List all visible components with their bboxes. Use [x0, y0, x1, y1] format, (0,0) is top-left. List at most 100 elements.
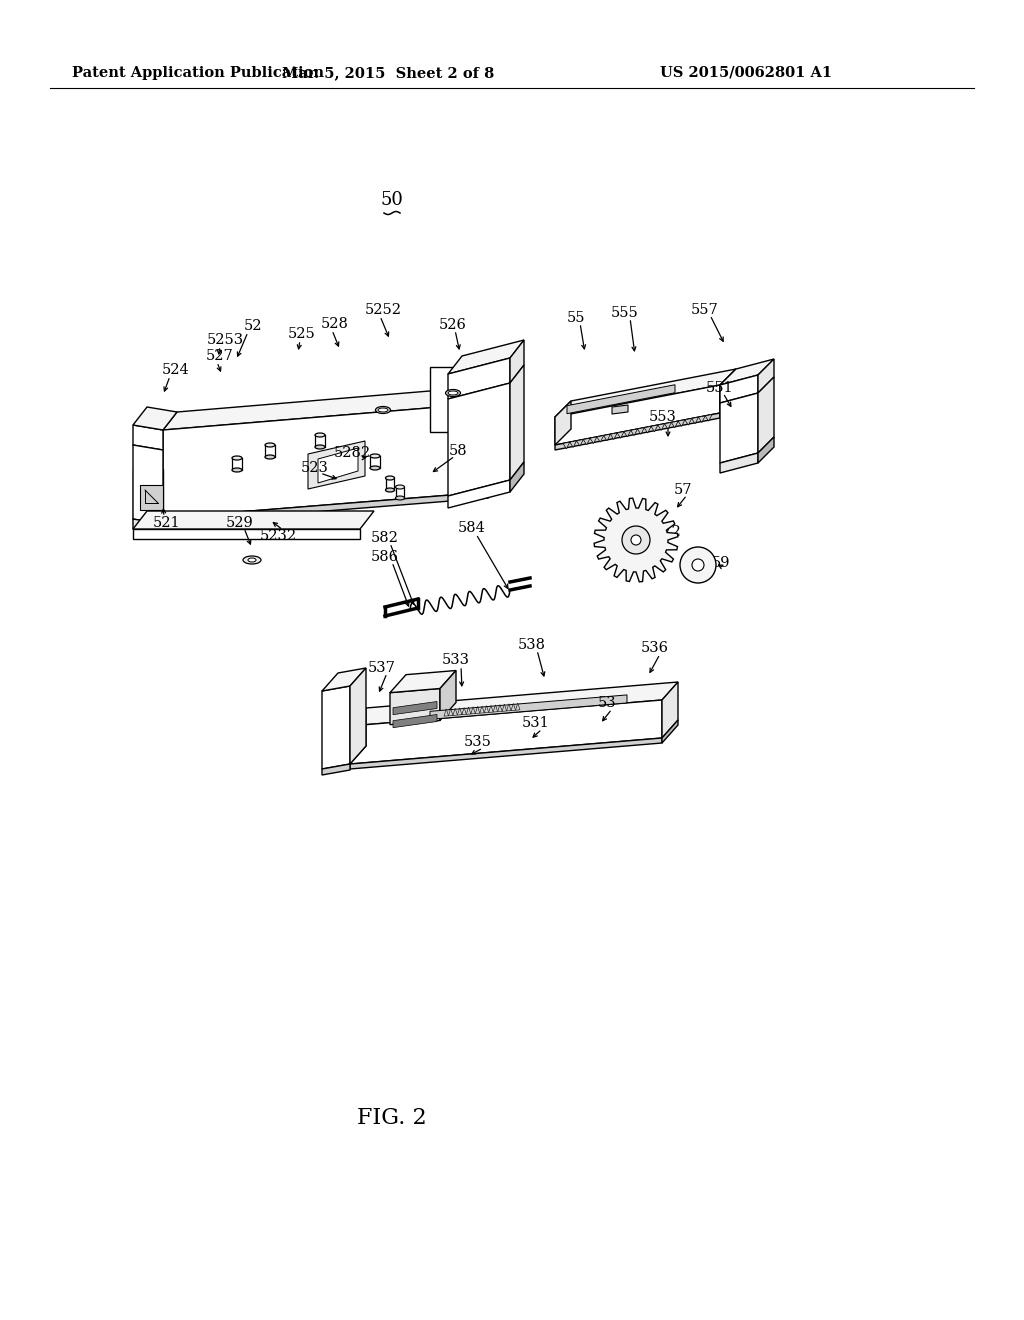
Polygon shape — [462, 708, 466, 714]
Polygon shape — [133, 519, 163, 535]
Polygon shape — [720, 397, 736, 418]
Ellipse shape — [395, 484, 404, 488]
Ellipse shape — [378, 408, 388, 412]
Text: 53: 53 — [598, 696, 616, 710]
Polygon shape — [494, 705, 498, 711]
Polygon shape — [458, 708, 462, 715]
Text: 55: 55 — [566, 312, 586, 325]
Text: 524: 524 — [162, 363, 189, 378]
Polygon shape — [624, 430, 631, 437]
Text: 529: 529 — [226, 516, 254, 531]
Text: 537: 537 — [368, 661, 396, 675]
Text: 523: 523 — [301, 461, 329, 475]
Polygon shape — [603, 434, 610, 441]
Text: 5252: 5252 — [365, 304, 401, 317]
Polygon shape — [449, 341, 524, 374]
Polygon shape — [133, 407, 177, 430]
Polygon shape — [758, 437, 774, 463]
Ellipse shape — [265, 455, 275, 459]
Polygon shape — [706, 414, 712, 421]
Text: 582: 582 — [371, 531, 399, 545]
Polygon shape — [584, 438, 590, 445]
Polygon shape — [488, 385, 502, 492]
Polygon shape — [393, 701, 437, 714]
Text: Mar. 5, 2015  Sheet 2 of 8: Mar. 5, 2015 Sheet 2 of 8 — [282, 66, 495, 81]
Polygon shape — [678, 420, 685, 426]
Polygon shape — [140, 484, 163, 510]
Ellipse shape — [243, 556, 261, 564]
Polygon shape — [511, 704, 515, 710]
Text: 586: 586 — [371, 550, 399, 564]
Polygon shape — [698, 416, 706, 422]
Polygon shape — [308, 441, 365, 488]
Polygon shape — [498, 705, 502, 711]
Text: 528: 528 — [322, 317, 349, 331]
Text: 57: 57 — [674, 483, 692, 498]
Polygon shape — [449, 383, 510, 496]
Text: 584: 584 — [458, 521, 486, 535]
Polygon shape — [350, 738, 662, 770]
Text: Patent Application Publication: Patent Application Publication — [72, 66, 324, 81]
Polygon shape — [466, 708, 471, 714]
Polygon shape — [594, 498, 678, 582]
Text: 538: 538 — [518, 638, 546, 652]
Polygon shape — [610, 433, 617, 440]
Polygon shape — [644, 426, 651, 433]
Polygon shape — [691, 417, 698, 424]
Polygon shape — [662, 719, 678, 743]
Text: 531: 531 — [522, 715, 550, 730]
Polygon shape — [488, 705, 494, 713]
Text: 50: 50 — [381, 191, 403, 209]
Text: 5253: 5253 — [207, 333, 244, 347]
Polygon shape — [449, 358, 510, 399]
Text: 551: 551 — [707, 381, 734, 395]
Text: 535: 535 — [464, 735, 492, 748]
Ellipse shape — [445, 389, 461, 396]
Polygon shape — [720, 453, 758, 473]
Text: US 2015/0062801 A1: US 2015/0062801 A1 — [660, 66, 833, 81]
Ellipse shape — [232, 469, 242, 473]
Polygon shape — [390, 689, 440, 725]
Ellipse shape — [265, 444, 275, 447]
Text: 557: 557 — [691, 304, 719, 317]
Text: 59: 59 — [712, 556, 730, 570]
Polygon shape — [515, 704, 520, 710]
Polygon shape — [507, 704, 511, 711]
Polygon shape — [597, 436, 603, 442]
Polygon shape — [758, 359, 774, 393]
Ellipse shape — [232, 455, 242, 459]
Polygon shape — [577, 440, 584, 446]
Circle shape — [680, 546, 716, 583]
Polygon shape — [672, 421, 678, 428]
Polygon shape — [444, 709, 449, 717]
Polygon shape — [318, 447, 358, 483]
Polygon shape — [449, 709, 453, 715]
Polygon shape — [133, 445, 163, 524]
Text: 52: 52 — [244, 319, 262, 333]
Polygon shape — [484, 706, 488, 713]
Polygon shape — [665, 422, 672, 429]
Text: 5282: 5282 — [334, 446, 371, 459]
Ellipse shape — [376, 407, 390, 413]
Polygon shape — [510, 366, 524, 480]
Text: 5232: 5232 — [259, 529, 297, 543]
Text: 527: 527 — [206, 348, 233, 363]
Polygon shape — [390, 671, 456, 693]
Polygon shape — [631, 429, 638, 436]
Polygon shape — [440, 671, 456, 721]
Polygon shape — [502, 704, 507, 711]
Polygon shape — [555, 385, 720, 445]
Polygon shape — [567, 384, 675, 413]
Polygon shape — [471, 706, 475, 714]
Polygon shape — [657, 424, 665, 430]
Circle shape — [622, 525, 650, 554]
Polygon shape — [393, 714, 437, 727]
Polygon shape — [662, 682, 678, 738]
Polygon shape — [480, 706, 484, 713]
Text: 572: 572 — [654, 525, 682, 539]
Polygon shape — [612, 405, 628, 414]
Polygon shape — [720, 359, 774, 385]
Polygon shape — [685, 418, 691, 425]
Polygon shape — [488, 474, 502, 498]
Text: 521: 521 — [154, 516, 181, 531]
